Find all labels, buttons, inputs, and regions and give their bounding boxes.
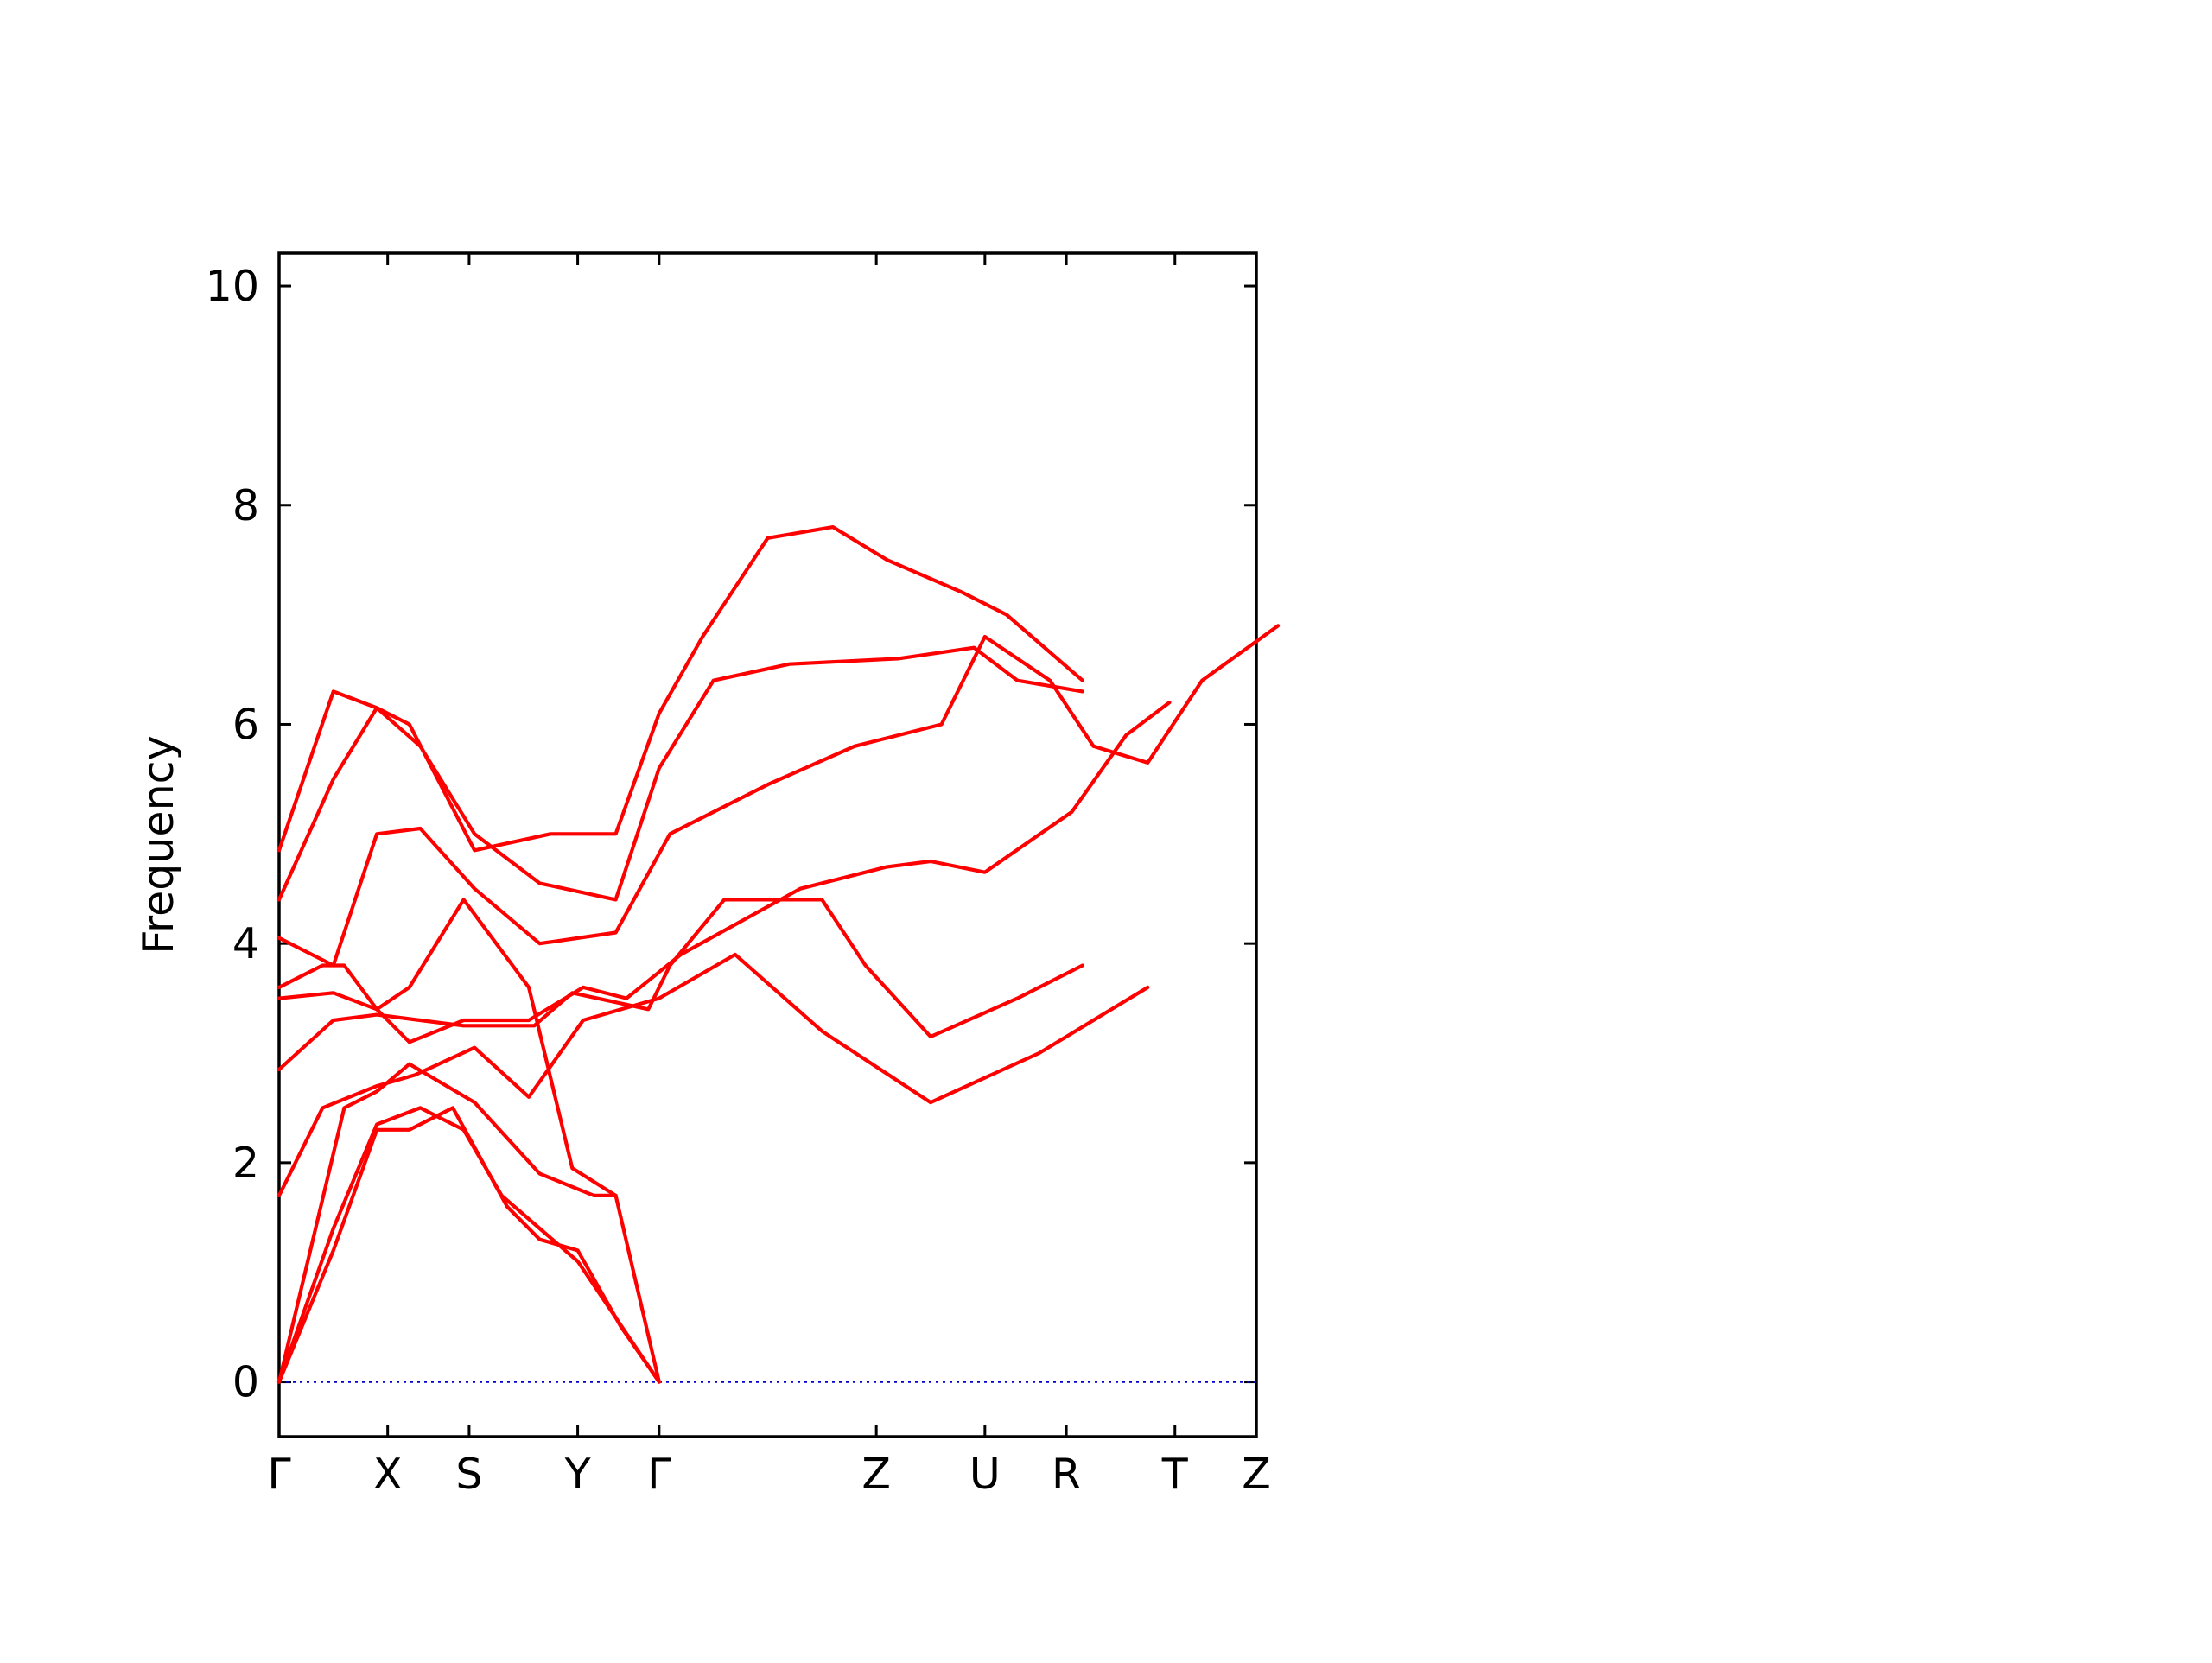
x-tick-label: Γ (267, 1450, 291, 1499)
phonon-band (276, 525, 1084, 853)
y-tick-label: 6 (232, 700, 259, 749)
phonon-band (276, 898, 1084, 1072)
x-tick-label: S (455, 1450, 482, 1499)
x-tick-label: Y (564, 1450, 592, 1499)
x-tick-label: R (1052, 1450, 1081, 1499)
phonon-band (276, 952, 1150, 1197)
x-tick-label: X (373, 1450, 403, 1499)
phonon-band (276, 701, 1172, 1044)
x-tick-label: T (1161, 1450, 1189, 1499)
phonon-band (276, 624, 1281, 968)
phonon-band (276, 1062, 618, 1384)
x-tick-label: U (969, 1450, 1001, 1499)
y-tick-label: 10 (206, 262, 259, 311)
y-tick-label: 0 (232, 1358, 259, 1407)
y-tick-label: 8 (232, 481, 259, 530)
x-tick-label: Z (1242, 1450, 1271, 1499)
y-axis-title: Frequency (134, 735, 183, 954)
x-tick-label: Z (861, 1450, 891, 1499)
y-tick-label: 2 (232, 1139, 259, 1188)
phonon-band (276, 1106, 661, 1384)
panel-frame (277, 251, 1258, 1438)
phonon-band (276, 645, 1084, 902)
y-tick-label: 4 (232, 919, 259, 968)
x-tick-label: Γ (647, 1450, 671, 1499)
